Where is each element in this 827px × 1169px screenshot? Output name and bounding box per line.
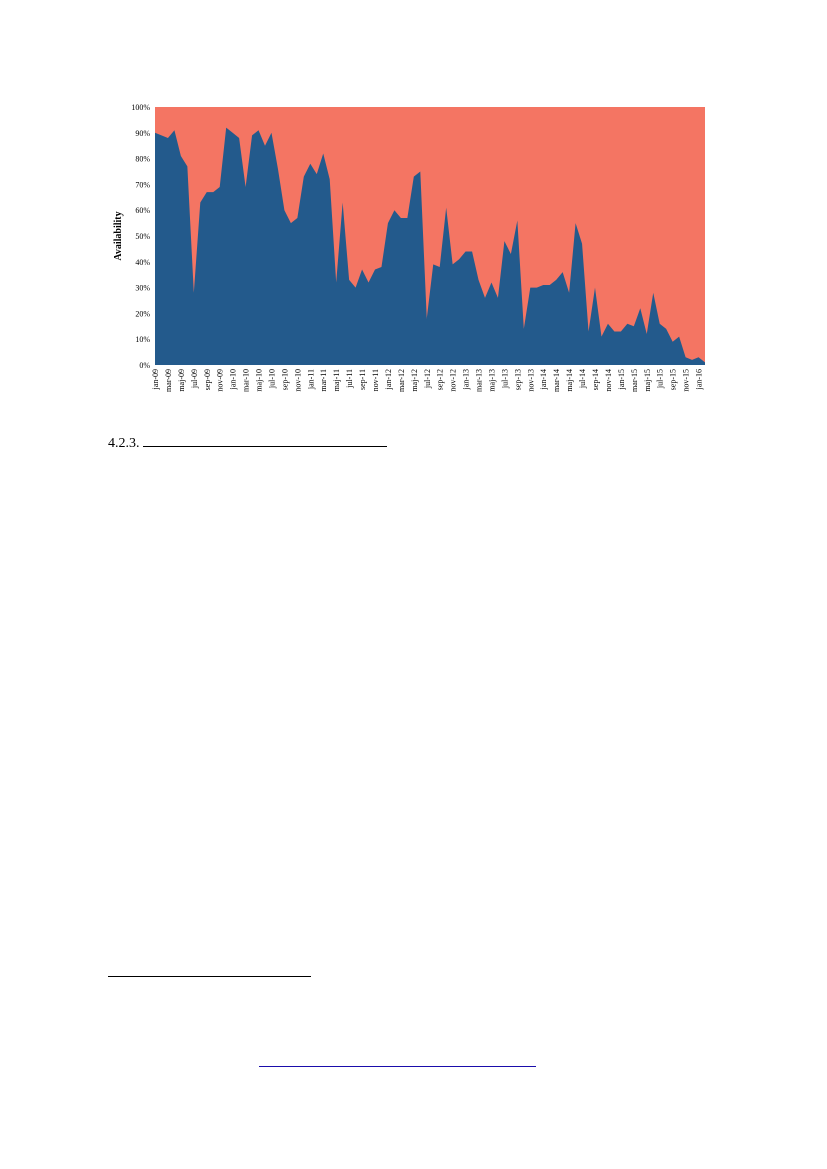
x-tick-label: mar-14 <box>552 369 561 392</box>
y-axis-ticks: 0% 10% 20% 30% 40% 50% 60% 70% 80% 90% 100% <box>131 103 150 370</box>
x-tick-label: maj-13 <box>487 369 496 392</box>
x-tick-label: jan-16 <box>695 369 704 390</box>
y-axis-label: Availability <box>113 211 124 260</box>
x-tick-label: maj-12 <box>410 369 419 392</box>
x-tick-label: jul-13 <box>500 369 509 389</box>
x-tick-label: nov-09 <box>216 369 225 392</box>
x-tick-label: jul-11 <box>345 369 354 389</box>
x-tick-label: sep-09 <box>203 369 212 390</box>
x-tick-label: nov-15 <box>682 369 691 392</box>
x-tick-label: jul-15 <box>656 369 665 389</box>
x-tick-label: jan-14 <box>539 369 548 390</box>
x-tick-label: sep-10 <box>280 369 289 390</box>
x-tick-label: jan-11 <box>306 369 315 390</box>
x-tick-label: maj-15 <box>643 369 652 392</box>
x-tick-label: maj-11 <box>332 369 341 391</box>
x-tick-label: mar-09 <box>164 369 173 392</box>
x-tick-label: sep-11 <box>358 369 367 390</box>
x-axis-ticks: jan-09 mar-09 maj-09 jul-09 sep-09 nov-09 jan-… <box>151 369 704 392</box>
series-area-group <box>155 127 705 365</box>
x-tick-label: maj-09 <box>177 369 186 392</box>
y-tick-label: 0% <box>139 361 150 370</box>
redacted-title-line <box>143 433 387 447</box>
x-tick-label: jan-09 <box>151 369 160 390</box>
x-tick-label: jul-09 <box>190 369 199 389</box>
x-tick-label: mar-11 <box>319 369 328 392</box>
y-tick-label: 30% <box>135 284 150 293</box>
x-tick-label: nov-12 <box>449 369 458 392</box>
y-tick-label: 80% <box>135 155 150 164</box>
footnote-separator <box>108 976 311 977</box>
hyperlink-underline <box>259 1066 536 1067</box>
x-tick-label: sep-14 <box>591 369 600 390</box>
x-tick-label: sep-13 <box>513 369 522 390</box>
x-tick-label: jan-15 <box>617 369 626 390</box>
x-tick-label: sep-15 <box>669 369 678 390</box>
section-number: 4.2.3. <box>108 436 140 451</box>
x-tick-label: mar-10 <box>242 369 251 392</box>
x-tick-label: jul-10 <box>267 369 276 389</box>
y-tick-label: 10% <box>135 335 150 344</box>
y-tick-label: 70% <box>135 180 150 189</box>
y-tick-label: 50% <box>135 232 150 241</box>
x-tick-label: jan-13 <box>462 369 471 390</box>
y-tick-label: 100% <box>131 103 150 112</box>
availability-area-chart: 0% 10% 20% 30% 40% 50% 60% 70% 80% 90% 100% jan-09… <box>113 103 705 392</box>
x-tick-label: nov-11 <box>371 369 380 391</box>
x-tick-label: mar-15 <box>630 369 639 392</box>
y-tick-label: 40% <box>135 258 150 267</box>
x-tick-label: maj-14 <box>565 369 574 392</box>
section-heading: 4.2.3. <box>108 433 387 453</box>
y-tick-label: 20% <box>135 309 150 318</box>
y-tick-label: 90% <box>135 129 150 138</box>
y-tick-label: 60% <box>135 206 150 215</box>
x-tick-label: jan-12 <box>384 369 393 390</box>
x-tick-label: mar-13 <box>475 369 484 392</box>
x-tick-label: mar-12 <box>397 369 406 392</box>
x-tick-label: nov-14 <box>604 369 613 392</box>
x-tick-label: jan-10 <box>229 369 238 390</box>
series-area <box>155 127 705 365</box>
x-tick-label: maj-10 <box>255 369 264 392</box>
x-tick-label: nov-13 <box>526 369 535 392</box>
x-tick-label: jul-14 <box>578 369 587 389</box>
x-tick-label: jul-12 <box>423 369 432 389</box>
x-tick-label: nov-10 <box>293 369 302 392</box>
x-tick-label: sep-12 <box>436 369 445 390</box>
